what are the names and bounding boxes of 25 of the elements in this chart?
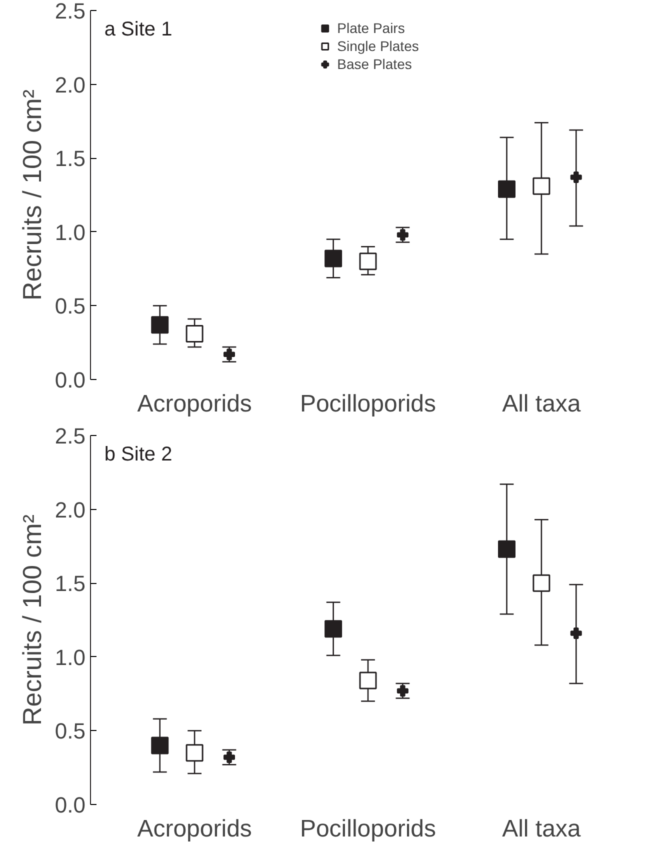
x-tick-label: Acroporids — [137, 390, 252, 418]
chart-title: b Site 2 — [104, 444, 172, 466]
y-tick-label: 2.0 — [54, 497, 86, 522]
legend-label: Base Plates — [337, 56, 412, 72]
chart-title: a Site 1 — [104, 18, 172, 40]
y-tick-label: 1.5 — [54, 571, 86, 596]
x-tick-label: Pocilloporids — [300, 390, 436, 418]
y-tick-label: 1.0 — [54, 220, 86, 245]
y-axis-title: Recruits / 100 cm² — [16, 89, 47, 300]
y-tick-label: 1.0 — [54, 644, 86, 670]
y-tick-label: 0.0 — [54, 368, 86, 392]
x-tick-label: All taxa — [502, 816, 582, 842]
y-tick-label: 1.5 — [54, 146, 86, 172]
x-tick-label: All taxa — [502, 390, 582, 418]
x-tick-label: Acroporids — [137, 816, 252, 842]
y-tick-label: 2.5 — [54, 0, 86, 24]
y-tick-label: 2.0 — [54, 72, 86, 98]
y-axis-title: Recruits / 100 cm² — [16, 514, 47, 726]
y-tick-label: 0.5 — [54, 718, 86, 744]
legend-label: Single Plates — [337, 38, 419, 54]
x-tick-label: Pocilloporids — [300, 816, 436, 842]
y-tick-label: 2.5 — [54, 424, 86, 448]
y-tick-label: 0.5 — [54, 294, 86, 319]
legend-label: Plate Pairs — [337, 20, 405, 36]
y-tick-label: 0.0 — [54, 792, 86, 818]
